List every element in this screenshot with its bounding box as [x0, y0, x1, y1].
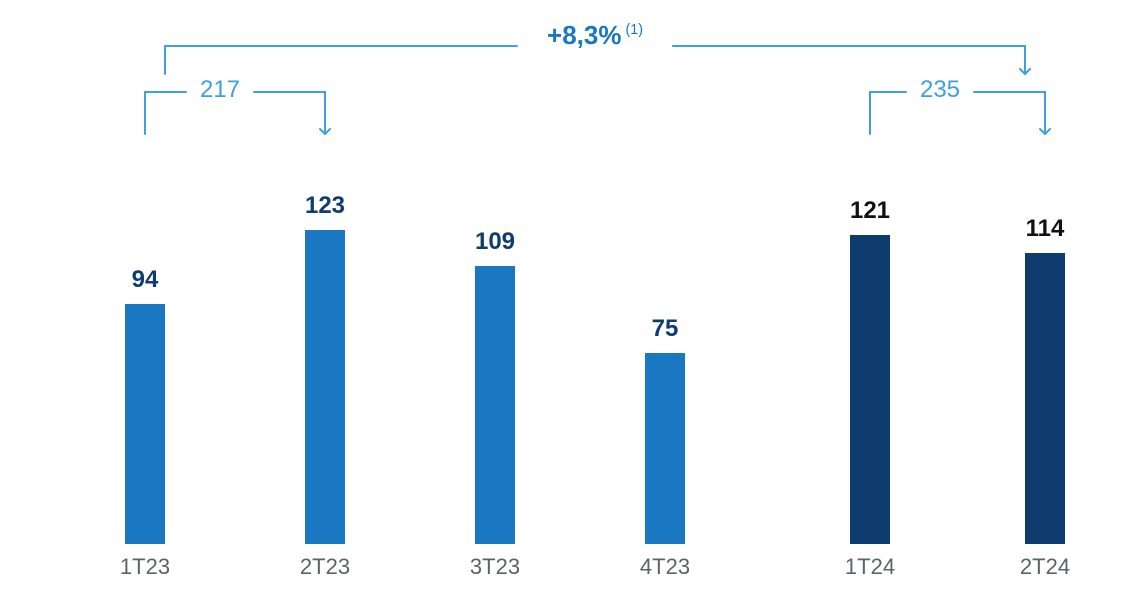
overall-growth-value: +8,3%: [547, 20, 621, 50]
overall-growth-label: +8,3%(1): [505, 20, 685, 51]
overall-bracket: [0, 0, 1146, 594]
overall-growth-footnote: (1): [625, 22, 642, 38]
bar-chart: 941T231232T231093T23754T231211T241142T24…: [0, 0, 1146, 594]
